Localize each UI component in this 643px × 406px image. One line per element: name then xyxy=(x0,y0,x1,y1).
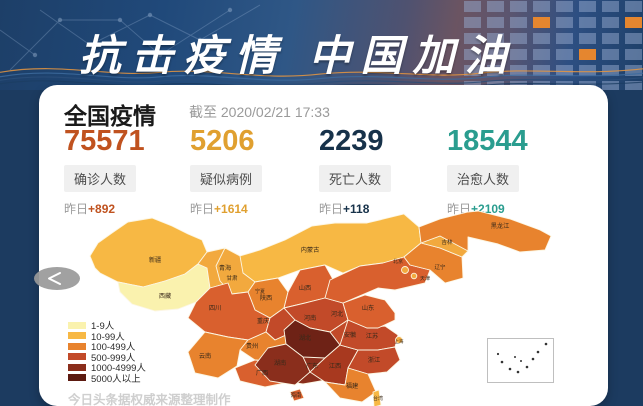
svg-text:西藏: 西藏 xyxy=(159,292,171,300)
svg-text:广西: 广西 xyxy=(256,369,268,377)
svg-text:贵州: 贵州 xyxy=(246,342,258,350)
svg-text:内蒙古: 内蒙古 xyxy=(301,246,320,254)
svg-text:天津: 天津 xyxy=(420,275,430,282)
svg-text:青海: 青海 xyxy=(219,264,231,272)
svg-text:江苏: 江苏 xyxy=(366,332,378,340)
svg-text:上海: 上海 xyxy=(395,338,404,345)
svg-text:新疆: 新疆 xyxy=(149,256,161,264)
svg-text:山西: 山西 xyxy=(299,284,311,292)
svg-text:安徽: 安徽 xyxy=(344,331,357,339)
svg-text:辽宁: 辽宁 xyxy=(434,263,446,271)
svg-text:北京: 北京 xyxy=(393,258,403,265)
svg-text:山东: 山东 xyxy=(362,304,374,312)
svg-text:福建: 福建 xyxy=(346,382,358,390)
svg-text:浙江: 浙江 xyxy=(368,356,380,364)
svg-text:广东: 广东 xyxy=(306,362,318,370)
svg-text:河南: 河南 xyxy=(304,314,316,322)
svg-text:江西: 江西 xyxy=(329,363,341,370)
svg-text:台湾: 台湾 xyxy=(373,395,383,402)
svg-text:海南: 海南 xyxy=(290,391,302,399)
svg-text:四川: 四川 xyxy=(209,305,221,312)
svg-text:湖北: 湖北 xyxy=(299,334,312,342)
svg-text:黑龙江: 黑龙江 xyxy=(491,222,510,230)
svg-text:重庆: 重庆 xyxy=(257,317,269,325)
svg-text:甘肃: 甘肃 xyxy=(226,274,238,282)
svg-text:吉林: 吉林 xyxy=(441,238,453,246)
svg-text:湖南: 湖南 xyxy=(274,359,286,367)
svg-text:河北: 河北 xyxy=(331,310,344,318)
svg-text:宁夏: 宁夏 xyxy=(255,288,265,295)
svg-text:陕西: 陕西 xyxy=(260,294,272,302)
